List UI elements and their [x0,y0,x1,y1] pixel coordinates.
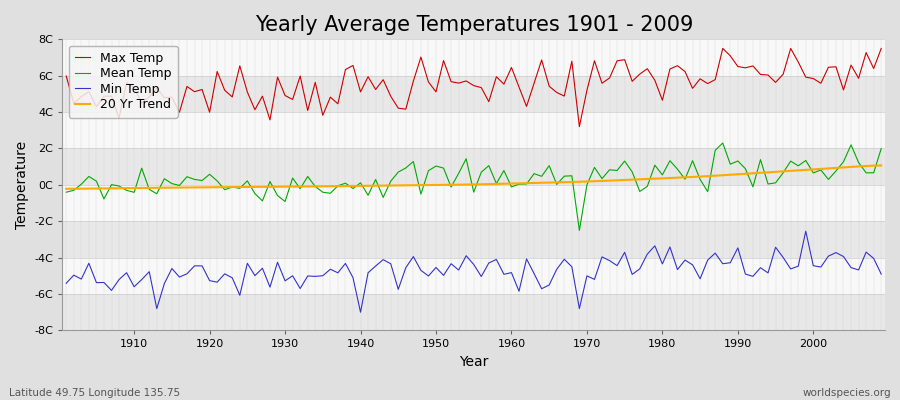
Max Temp [876,46,886,51]
Min Temp [800,229,811,234]
Bar [62,112,885,148]
Text: worldspecies.org: worldspecies.org [803,388,891,398]
Line: Mean Temp: Mean Temp [67,143,881,230]
X-axis label: Year: Year [459,355,489,369]
Bar [62,39,885,76]
Bar [62,258,885,294]
Max Temp [717,46,728,51]
Bar [62,76,885,112]
Bar [62,294,885,330]
Min Temp [122,270,132,275]
Min Temp [356,310,366,315]
Max Temp [499,82,509,86]
Title: Yearly Average Temperatures 1901 - 2009: Yearly Average Temperatures 1901 - 2009 [255,15,693,35]
Mean Temp [717,141,728,146]
Max Temp [604,76,615,80]
Max Temp [287,97,298,102]
Mean Temp [499,168,509,173]
Mean Temp [332,183,343,188]
Legend: Max Temp, Mean Temp, Min Temp, 20 Yr Trend: Max Temp, Mean Temp, Min Temp, 20 Yr Tre… [68,46,177,118]
20 Yr Trend [499,181,509,186]
Line: 20 Yr Trend: 20 Yr Trend [67,166,881,189]
Max Temp [122,80,132,85]
Bar [62,185,885,221]
Mean Temp [574,228,585,233]
Mean Temp [506,184,517,189]
20 Yr Trend [122,186,132,190]
Max Temp [506,65,517,70]
Min Temp [876,272,886,276]
Min Temp [514,289,525,294]
20 Yr Trend [876,163,886,168]
20 Yr Trend [61,186,72,191]
Min Temp [61,281,72,286]
Min Temp [604,258,615,263]
Line: Min Temp: Min Temp [67,231,881,312]
Text: Latitude 49.75 Longitude 135.75: Latitude 49.75 Longitude 135.75 [9,388,180,398]
Max Temp [574,124,585,129]
Mean Temp [876,146,886,151]
20 Yr Trend [597,178,608,183]
Max Temp [332,101,343,106]
Mean Temp [122,188,132,193]
Mean Temp [287,176,298,180]
Min Temp [332,270,343,275]
Line: Max Temp: Max Temp [67,48,881,127]
Bar [62,221,885,258]
20 Yr Trend [332,184,343,188]
Min Temp [287,274,298,278]
Mean Temp [604,167,615,172]
Bar [62,148,885,185]
Min Temp [506,270,517,275]
20 Yr Trend [287,184,298,189]
20 Yr Trend [506,181,517,186]
Max Temp [61,74,72,78]
Y-axis label: Temperature: Temperature [15,141,29,229]
Mean Temp [61,190,72,194]
